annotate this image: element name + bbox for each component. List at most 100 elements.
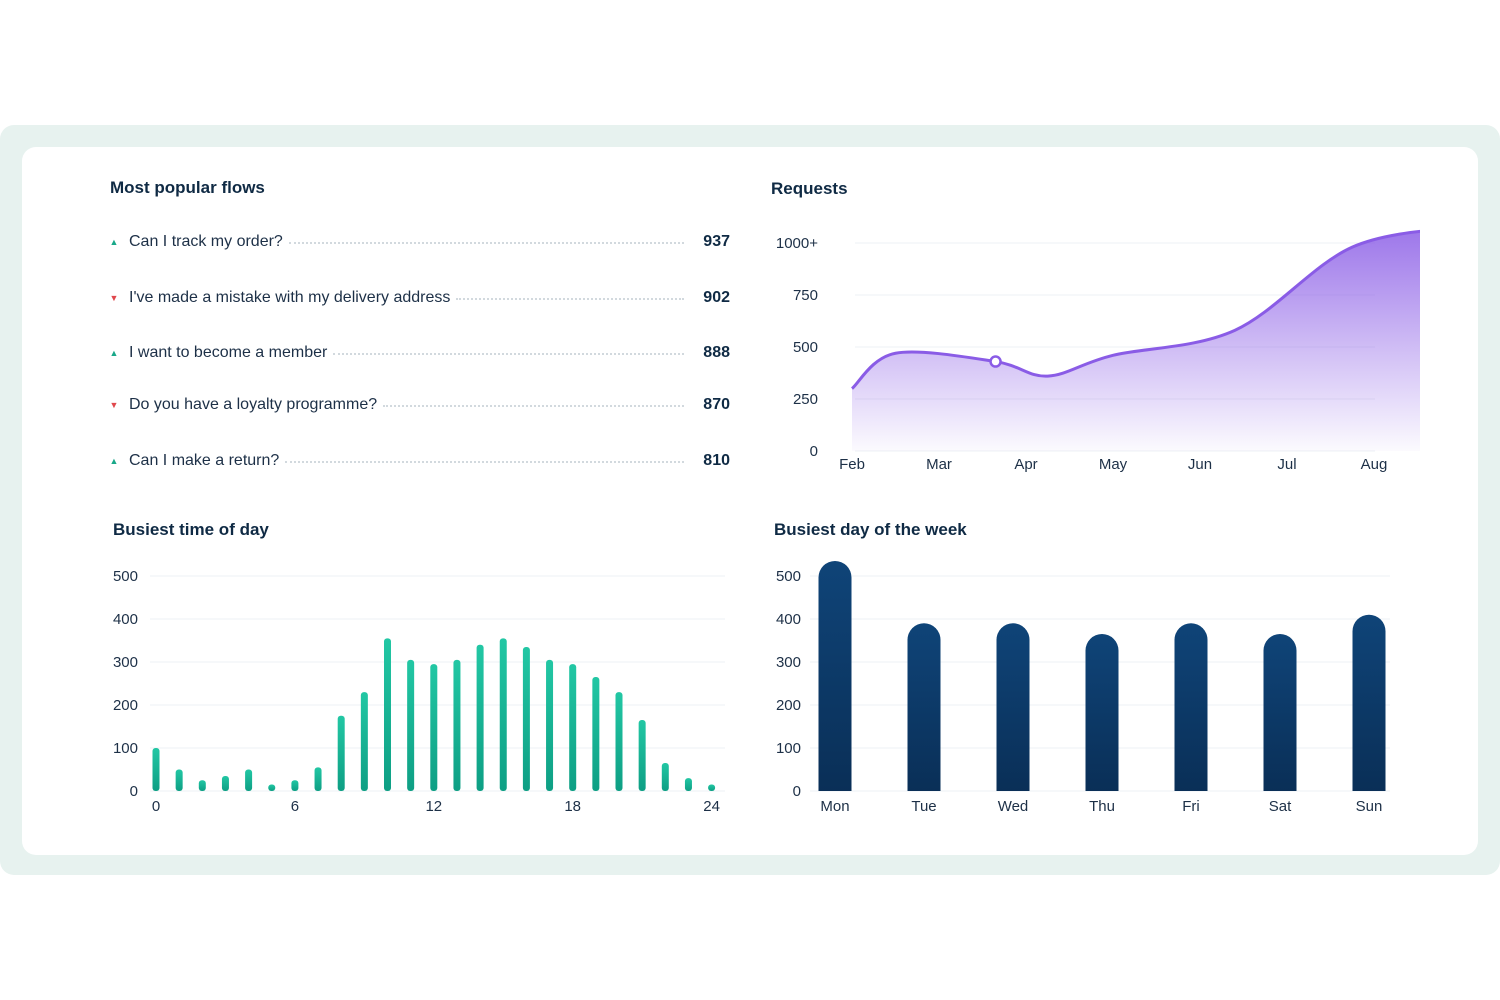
y-tick-label: 0 (130, 783, 138, 800)
flows-title: Most popular flows (110, 178, 265, 197)
flow-value: 937 (703, 233, 730, 250)
hour-bar (430, 664, 438, 791)
flow-label: I want to become a member (129, 344, 328, 361)
hour-bar (337, 715, 345, 791)
weekday-bar (1174, 623, 1208, 791)
time-of-day-chart: 0 100 200 300 400 500 0 6 12 18 24 (113, 568, 725, 815)
day-of-week-title: Busiest day of the week (774, 520, 967, 539)
y-tick-label: 400 (776, 611, 801, 628)
hour-bar (546, 659, 554, 791)
x-tick-label: Wed (998, 798, 1029, 815)
x-tick-label: 6 (291, 798, 299, 815)
x-tick-label: May (1099, 456, 1128, 473)
flow-label: Can I track my order? (129, 233, 283, 250)
x-tick-label: Aug (1361, 456, 1388, 473)
x-tick-label: Feb (839, 456, 865, 473)
y-tick-label: 300 (113, 654, 138, 671)
requests-title: Requests (771, 179, 848, 198)
hour-bar (291, 780, 299, 791)
hour-bar (453, 659, 461, 791)
flow-row: ▲ Can I make a return? 810 (108, 449, 730, 473)
requests-chart: 0 250 500 750 1000+ Feb Mar Apr May Jun Jul Aug (776, 229, 1420, 473)
hour-bar (476, 644, 484, 791)
x-tick-label: Sun (1356, 798, 1383, 815)
y-tick-label: 0 (810, 443, 818, 460)
hour-bar (314, 767, 322, 791)
y-tick-label: 500 (776, 568, 801, 585)
weekday-bar (996, 623, 1030, 791)
hour-bar (198, 780, 206, 791)
y-tick-label: 500 (113, 568, 138, 585)
requests-point-marker (989, 355, 1002, 368)
hour-bar (360, 692, 368, 791)
trend-down-icon: ▼ (109, 399, 119, 410)
x-tick-label: Apr (1014, 456, 1037, 473)
weekday-bar (818, 560, 852, 791)
x-tick-label: 0 (152, 798, 160, 815)
flow-row: ▼ Do you have a loyalty programme? 870 (108, 393, 730, 417)
trend-up-icon: ▲ (109, 236, 119, 247)
hour-bar (152, 748, 160, 791)
hour-bar (592, 677, 600, 791)
hour-bar (384, 638, 391, 791)
y-tick-label: 250 (793, 391, 818, 408)
flow-value: 810 (703, 452, 730, 469)
flow-row: ▼ I've made a mistake with my delivery ad… (108, 286, 730, 310)
flow-value: 870 (703, 396, 730, 413)
hour-bar (615, 692, 623, 791)
x-tick-label: Thu (1089, 798, 1115, 815)
hour-bar (407, 659, 415, 791)
flow-value: 902 (703, 289, 730, 306)
hour-bar (221, 775, 229, 791)
flow-label: Can I make a return? (129, 452, 280, 469)
x-tick-label: Mon (820, 798, 849, 815)
flow-row: ▲ I want to become a member 888 (108, 341, 730, 365)
hour-bar (175, 769, 183, 791)
x-tick-label: 24 (703, 798, 720, 815)
weekday-bar (1263, 634, 1297, 791)
hour-bar (684, 778, 692, 791)
flow-row: ▲ Can I track my order? 937 (108, 230, 730, 254)
trend-down-icon: ▼ (109, 292, 119, 303)
y-tick-label: 200 (113, 697, 138, 714)
flow-label: I've made a mistake with my delivery add… (129, 289, 451, 306)
y-tick-label: 750 (793, 287, 818, 304)
x-tick-label: Jul (1277, 456, 1296, 473)
x-tick-label: Sat (1269, 798, 1292, 815)
dotted-leader (285, 461, 684, 463)
x-tick-label: Tue (911, 798, 936, 815)
dotted-leader (456, 298, 684, 300)
hour-bar (638, 720, 646, 791)
weekday-bar (1352, 614, 1386, 791)
hour-bar (245, 769, 253, 791)
weekday-bar (907, 623, 941, 791)
trend-up-icon: ▲ (109, 455, 119, 466)
x-tick-label: Jun (1188, 456, 1212, 473)
requests-line (850, 229, 1420, 390)
hour-bar (708, 784, 716, 791)
requests-area (852, 231, 1420, 451)
hour-bar (268, 784, 276, 791)
y-tick-label: 100 (776, 740, 801, 757)
x-tick-label: Mar (926, 456, 952, 473)
flow-label: Do you have a loyalty programme? (129, 396, 378, 413)
y-tick-label: 500 (793, 339, 818, 356)
time-of-day-title: Busiest time of day (113, 520, 269, 539)
hour-bar (661, 763, 669, 791)
weekday-bar (1085, 634, 1119, 791)
x-tick-label: 12 (425, 798, 442, 815)
day-of-week-chart: 0 100 200 300 400 500 Mon Tue Wed Thu Fri Sat Sun (776, 560, 1390, 815)
y-tick-label: 1000+ (776, 235, 818, 252)
dotted-leader (288, 242, 684, 244)
x-tick-label: Fri (1182, 798, 1200, 815)
y-tick-label: 100 (113, 740, 138, 757)
hour-bar (569, 664, 577, 791)
y-tick-label: 300 (776, 654, 801, 671)
dotted-leader (333, 353, 684, 355)
hour-bar (522, 646, 530, 791)
hour-bar (499, 638, 507, 791)
x-tick-label: 18 (564, 798, 581, 815)
y-tick-label: 0 (793, 783, 801, 800)
dashboard-card (22, 147, 1478, 855)
flow-value: 888 (703, 344, 730, 361)
